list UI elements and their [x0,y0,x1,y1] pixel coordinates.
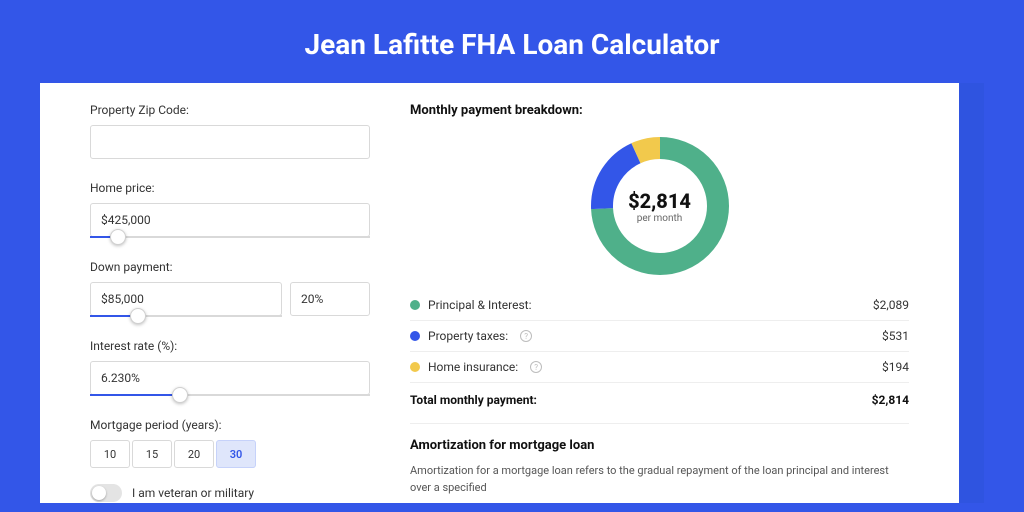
amortization-text: Amortization for a mortgage loan refers … [410,463,909,496]
home-price-slider[interactable] [90,236,370,238]
interest-rate-slider-fill [90,394,180,396]
down-payment-slider[interactable] [90,315,282,317]
period-option-30[interactable]: 30 [216,440,256,468]
mortgage-period-options: 10152030 [90,440,370,468]
amortization-title: Amortization for mortgage loan [410,438,909,453]
interest-rate-slider-thumb[interactable] [172,387,188,403]
card-shadow: Property Zip Code: Home price: Down paym… [40,83,984,503]
legend-value: $2,089 [873,298,909,312]
donut-sub: per month [637,213,683,224]
legend: Principal & Interest: $2,089 Property taxe… [410,290,909,382]
form-panel: Property Zip Code: Home price: Down paym… [90,103,370,503]
legend-row: Home insurance:? $194 [410,351,909,382]
legend-label: Home insurance: [428,360,518,374]
down-payment-slider-thumb[interactable] [130,308,146,324]
legend-dot [410,362,420,372]
legend-dot [410,331,420,341]
home-price-input[interactable] [90,203,370,237]
breakdown-panel: Monthly payment breakdown: $2,814 per mo… [400,103,909,503]
down-payment-pct-input[interactable] [290,282,370,316]
interest-rate-slider[interactable] [90,394,370,396]
legend-left: Home insurance:? [410,360,542,374]
legend-row: Property taxes:? $531 [410,320,909,351]
home-price-slider-thumb[interactable] [110,229,126,245]
legend-value: $531 [882,329,909,343]
veteran-label: I am veteran or military [132,486,254,500]
info-icon[interactable]: ? [530,361,542,373]
total-value: $2,814 [872,393,909,407]
veteran-toggle[interactable] [90,484,122,502]
legend-row: Principal & Interest: $2,089 [410,290,909,320]
zip-input[interactable] [90,125,370,159]
home-price-label: Home price: [90,181,370,195]
down-payment-label: Down payment: [90,260,370,274]
period-option-15[interactable]: 15 [132,440,172,468]
legend-left: Property taxes:? [410,329,532,343]
legend-label: Property taxes: [428,329,508,343]
period-option-20[interactable]: 20 [174,440,214,468]
legend-left: Principal & Interest: [410,298,532,312]
zip-field: Property Zip Code: [90,103,370,159]
down-payment-field: Down payment: [90,260,370,317]
legend-label: Principal & Interest: [428,298,532,312]
breakdown-title: Monthly payment breakdown: [410,103,909,118]
legend-dot [410,300,420,310]
interest-rate-input[interactable] [90,361,370,395]
period-option-10[interactable]: 10 [90,440,130,468]
donut-center: $2,814 per month [590,136,730,276]
total-label: Total monthly payment: [410,393,537,407]
donut-amount: $2,814 [628,189,691,213]
donut-chart: $2,814 per month [590,136,730,276]
home-price-field: Home price: [90,181,370,238]
info-icon[interactable]: ? [520,330,532,342]
total-row: Total monthly payment: $2,814 [410,382,909,417]
veteran-row: I am veteran or military [90,484,370,502]
down-payment-input[interactable] [90,282,282,316]
interest-rate-field: Interest rate (%): [90,339,370,396]
page-title: Jean Lafitte FHA Loan Calculator [0,0,1024,83]
interest-rate-label: Interest rate (%): [90,339,370,353]
mortgage-period-label: Mortgage period (years): [90,418,370,432]
amortization-section: Amortization for mortgage loan Amortizat… [410,423,909,496]
legend-value: $194 [882,360,909,374]
zip-label: Property Zip Code: [90,103,370,117]
mortgage-period-field: Mortgage period (years): 10152030 [90,418,370,468]
calculator-card: Property Zip Code: Home price: Down paym… [40,83,959,503]
donut-wrap: $2,814 per month [410,130,909,282]
